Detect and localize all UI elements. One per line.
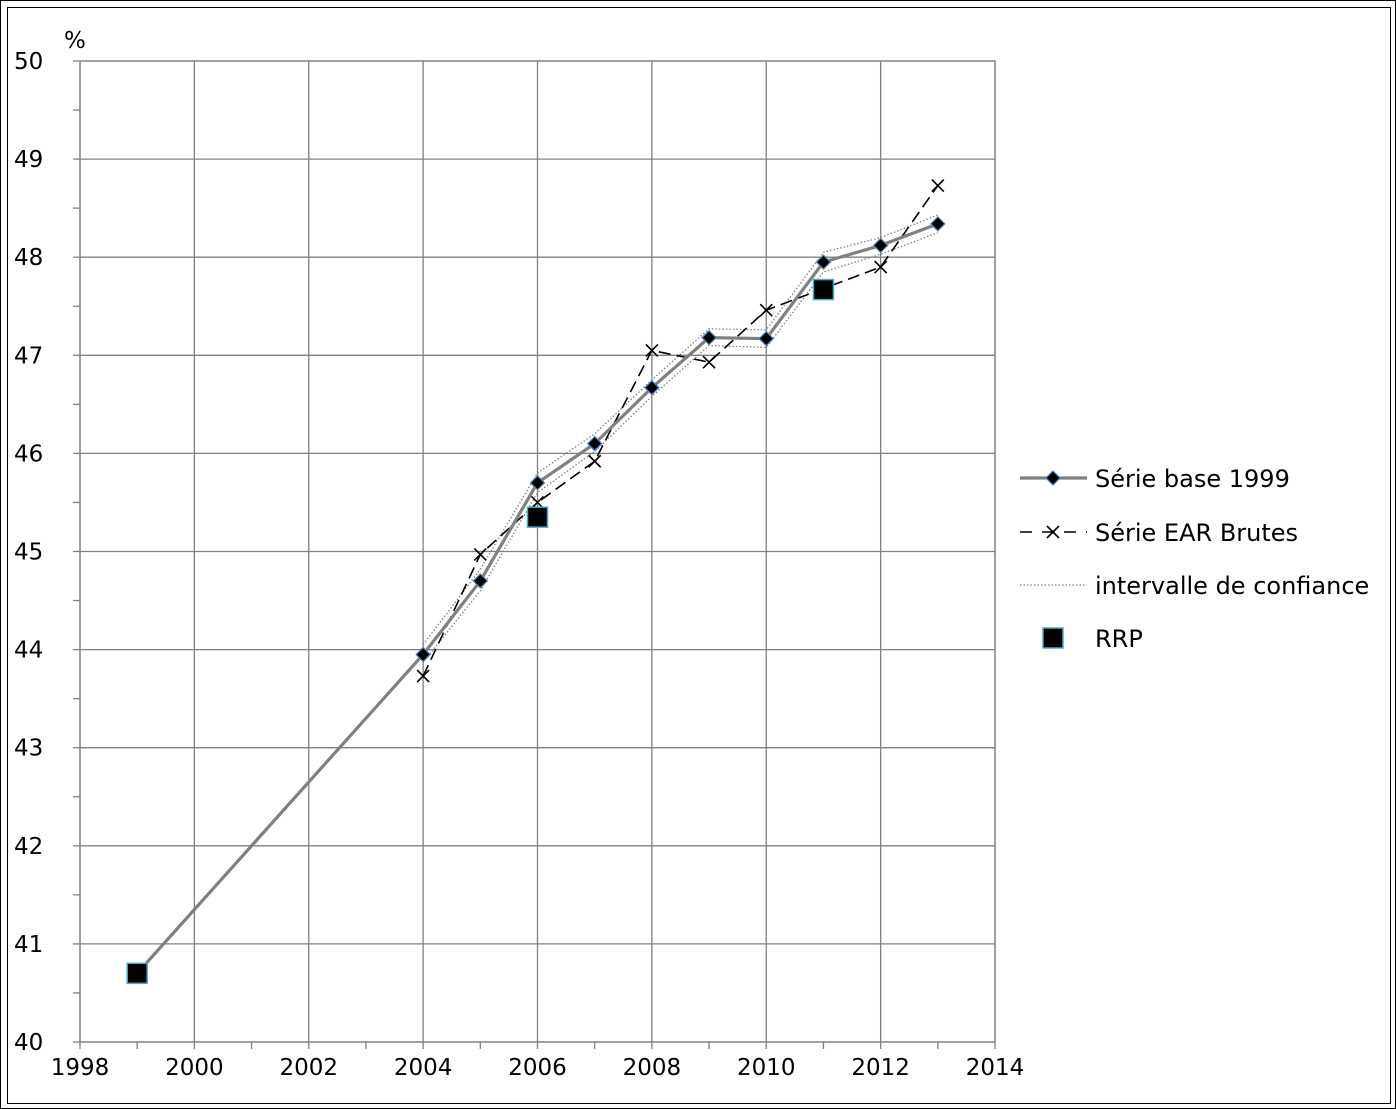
x-tick-label: 2006: [508, 1055, 567, 1081]
x-tick-label: 2000: [165, 1055, 224, 1081]
y-tick-label: 49: [14, 147, 43, 173]
x-tick-label: 2012: [851, 1055, 910, 1081]
y-tick-label: 50: [14, 49, 43, 75]
y-tick-label: 44: [14, 638, 43, 664]
y-axis-label: %: [64, 28, 86, 54]
y-tick-label: 48: [14, 245, 43, 271]
legend-label: Série base 1999: [1095, 465, 1290, 493]
base-diamond-marker: [758, 330, 775, 347]
rrp-square-marker: [126, 962, 148, 985]
y-tick-label: 43: [14, 736, 43, 762]
x-tick-label: 2010: [737, 1055, 796, 1081]
ear-series-line: [422, 185, 939, 677]
x-tick-label: 2008: [623, 1055, 682, 1081]
legend-square-icon: [1042, 627, 1064, 649]
base-diamond-marker: [415, 646, 431, 663]
base-diamond-marker: [929, 215, 946, 232]
base-diamond-marker: [586, 435, 603, 452]
ear-x-marker: [874, 260, 888, 274]
ear-x-marker: [473, 547, 487, 562]
legend: Série base 1999 Série EAR Brutes intervall…: [1020, 465, 1369, 653]
ear-x-marker: [416, 669, 430, 683]
confidence-lower-line: [422, 232, 939, 663]
axes: 1998 2000 2002 2004 2006 2008 2010 2012 2014 40 41…: [14, 49, 1024, 1081]
x-tick-label: 2002: [279, 1055, 338, 1081]
legend-label: Série EAR Brutes: [1095, 519, 1298, 547]
base-diamond-marker: [872, 237, 889, 254]
ear-x-marker: [759, 303, 773, 317]
ear-x-marker: [702, 355, 716, 369]
y-tick-label: 41: [14, 932, 43, 958]
rrp-square-marker: [812, 278, 835, 301]
y-tick-label: 45: [14, 540, 43, 566]
legend-label: RRP: [1095, 625, 1143, 653]
y-tick-label: 42: [14, 834, 43, 860]
x-tick-label: 2004: [394, 1055, 453, 1081]
base-diamond-marker: [815, 254, 832, 270]
base-diamond-marker: [701, 329, 717, 346]
base-diamond-marker: [472, 573, 489, 589]
ear-x-marker: [931, 179, 945, 193]
y-tick-label: 40: [14, 1030, 43, 1056]
y-tick-label: 47: [14, 343, 43, 369]
ear-x-marker: [645, 343, 659, 357]
x-tick-label: 2014: [966, 1055, 1025, 1081]
ear-x-marker: [588, 454, 602, 468]
confidence-upper-line: [422, 214, 939, 646]
chart-frame-inner: [7, 7, 1391, 1104]
data-series: [126, 179, 946, 985]
legend-x-icon: [1046, 525, 1060, 539]
rrp-square-marker: [526, 506, 549, 528]
x-tick-label: 1998: [51, 1055, 110, 1081]
legend-label: intervalle de confiance: [1095, 572, 1369, 600]
legend-diamond-icon: [1045, 470, 1061, 486]
grid-lines: [79, 60, 996, 1043]
base-diamond-marker: [529, 474, 546, 491]
base-diamond-marker: [644, 379, 660, 396]
y-tick-label: 46: [14, 441, 43, 467]
